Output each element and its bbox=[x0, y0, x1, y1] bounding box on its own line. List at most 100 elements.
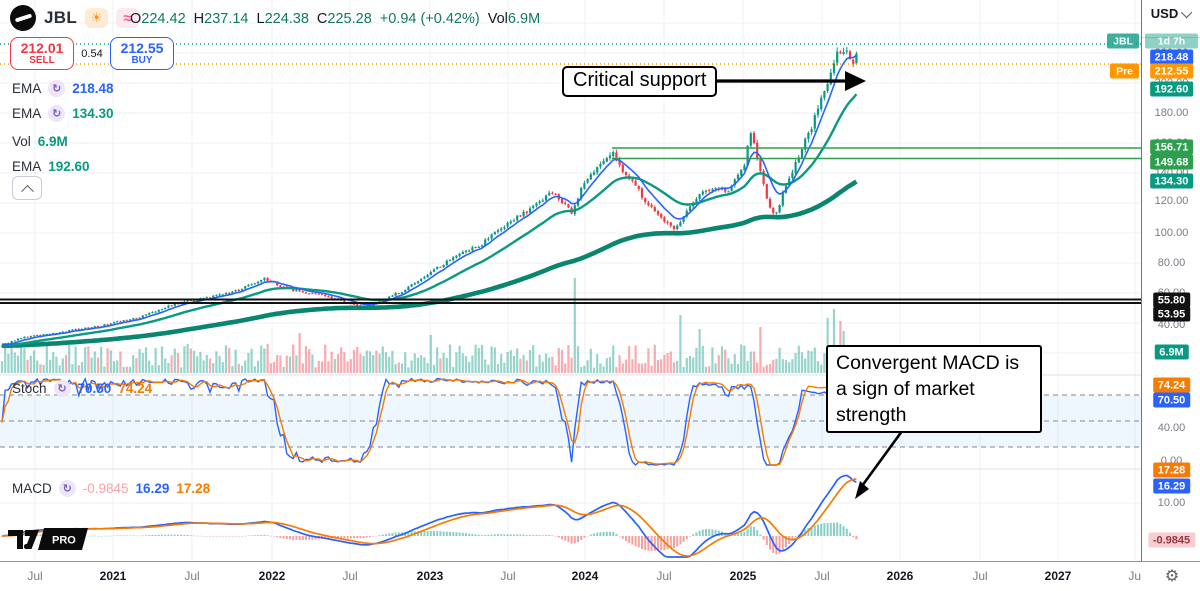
low-label: L bbox=[256, 11, 265, 27]
axis-label: 80.00 bbox=[1157, 257, 1186, 269]
indicator-value: 6.9M bbox=[37, 133, 68, 149]
buy-label: BUY bbox=[131, 54, 153, 66]
annotation-text-line1: Convergent MACD is bbox=[836, 352, 1020, 374]
chevron-up-icon bbox=[20, 184, 34, 198]
axis-price-badge: 17.28 bbox=[1152, 462, 1191, 478]
macd-hist-value: -0.9845 bbox=[82, 480, 129, 496]
volume-value: 6.9M bbox=[507, 11, 541, 27]
axis-separator bbox=[1142, 37, 1200, 38]
spread-value: 0.54 bbox=[81, 47, 103, 60]
axis-price-badge: 74.24 bbox=[1152, 377, 1191, 393]
annotation-text-line2: a sign of market bbox=[836, 378, 975, 400]
sell-label: SELL bbox=[29, 54, 55, 66]
high-value: 237.14 bbox=[204, 11, 249, 27]
axis-price-badge: 212.55 bbox=[1149, 63, 1194, 79]
indicator-label: EMA bbox=[12, 158, 42, 174]
time-axis[interactable]: Jul 2021 Jul 2022 Jul 2023 Jul 2024 Jul 2025 Jul 20… bbox=[0, 561, 1200, 591]
alert-sun-icon[interactable]: ☀ bbox=[85, 8, 109, 28]
currency-selector[interactable]: USD bbox=[1142, 6, 1200, 21]
axis-label: 100.00 bbox=[1154, 227, 1189, 239]
change-value: +0.94 (+0.42%) bbox=[379, 11, 480, 27]
annotation-critical-support[interactable]: Critical support bbox=[562, 66, 718, 97]
axis-price-badge: 192.60 bbox=[1149, 81, 1194, 97]
symbol-logo bbox=[10, 5, 36, 31]
time-tick: 2027 bbox=[1044, 569, 1072, 583]
bar-countdown-badge: 1d 7h bbox=[1145, 33, 1198, 49]
annotation-text: Critical support bbox=[573, 69, 707, 91]
axis-price-badge: 149.68 bbox=[1149, 154, 1194, 170]
high-label: H bbox=[193, 11, 205, 27]
price-axis[interactable]: USD 220.00200.00180.00160.00140.00120.00… bbox=[1141, 0, 1200, 591]
time-tick: Jul bbox=[1128, 569, 1141, 583]
time-tick: 2021 bbox=[99, 569, 127, 583]
macd-signal-value: 17.28 bbox=[176, 480, 211, 496]
annotation-macd-note[interactable]: Convergent MACD is a sign of market stre… bbox=[826, 345, 1042, 433]
ohlc-readout: O224.42 H237.14 L224.38 C225.28 +0.94 (+… bbox=[130, 11, 540, 27]
macd-line-value: 16.29 bbox=[135, 480, 170, 496]
axis-tag-badge-pre: Pre bbox=[1110, 63, 1139, 79]
indicator-label: MACD bbox=[12, 480, 52, 496]
indicator-row-ema2[interactable]: EMA ↻ 134.30 bbox=[12, 103, 114, 123]
open-value: 224.42 bbox=[141, 11, 186, 27]
tradingview-pro-logo[interactable]: PRO bbox=[8, 524, 92, 552]
close-value: 225.28 bbox=[327, 11, 372, 27]
stoch-k-value: 70.50 bbox=[77, 380, 112, 396]
axis-label: 120.00 bbox=[1154, 195, 1189, 207]
time-tick: Jul bbox=[342, 569, 358, 583]
stoch-layer bbox=[1, 377, 858, 466]
buy-price: 212.55 bbox=[120, 39, 164, 56]
indicator-row-ema3[interactable]: EMA 192.60 bbox=[12, 156, 90, 176]
indicator-row-macd[interactable]: MACD ↻ -0.9845 16.29 17.28 bbox=[12, 478, 210, 498]
refresh-icon: ↻ bbox=[48, 104, 66, 122]
sell-button[interactable]: 212.01 SELL bbox=[10, 37, 74, 70]
axis-price-badge: 6.9M bbox=[1154, 344, 1189, 360]
indicator-value: 134.30 bbox=[72, 105, 114, 121]
axis-price-badge: 70.50 bbox=[1152, 392, 1191, 408]
time-tick: Jul bbox=[500, 569, 516, 583]
time-tick: Jul bbox=[656, 569, 672, 583]
indicator-row-volume[interactable]: Vol 6.9M bbox=[12, 131, 68, 151]
axis-price-badge: 218.48 bbox=[1149, 49, 1194, 65]
indicator-row-ema1[interactable]: EMA ↻ 218.48 bbox=[12, 78, 114, 98]
annotation-arrows-layer bbox=[713, 71, 907, 499]
low-value: 224.38 bbox=[264, 11, 309, 27]
close-label: C bbox=[316, 11, 328, 27]
macd-layer bbox=[1, 474, 858, 558]
refresh-icon: ↻ bbox=[58, 479, 76, 497]
indicator-label: Vol bbox=[12, 133, 31, 149]
time-tick: Jul bbox=[814, 569, 830, 583]
gear-icon[interactable]: ⚙ bbox=[1164, 568, 1180, 585]
stoch-d-value: 74.24 bbox=[118, 380, 153, 396]
axis-label: 40.00 bbox=[1157, 319, 1186, 331]
time-tick: 2022 bbox=[258, 569, 286, 583]
time-tick: 2023 bbox=[416, 569, 444, 583]
axis-price-badge: 156.71 bbox=[1149, 139, 1194, 155]
axis-label: 180.00 bbox=[1154, 107, 1189, 119]
symbol-name: JBL bbox=[44, 8, 78, 27]
compare-wave-icon[interactable]: ≈ bbox=[116, 8, 140, 28]
annotation-text-line3: strength bbox=[836, 404, 907, 426]
time-tick: Jul bbox=[184, 569, 200, 583]
sell-price: 212.01 bbox=[20, 39, 64, 56]
currency-label: USD bbox=[1150, 6, 1179, 21]
axis-label: 10.00 bbox=[1157, 497, 1186, 509]
time-ticks: Jul 2021 Jul 2022 Jul 2023 Jul 2024 Jul 2025 Jul 20… bbox=[0, 562, 1141, 591]
axis-price-badge: 55.80 bbox=[1152, 292, 1191, 308]
trade-panel: 212.01 SELL 0.54 212.55 BUY bbox=[10, 37, 174, 70]
open-label: O bbox=[130, 11, 142, 27]
axis-tag-badge-jbl: JBL bbox=[1107, 33, 1139, 49]
indicator-value: 192.60 bbox=[48, 158, 90, 174]
axis-price-badge: 16.29 bbox=[1152, 478, 1191, 494]
time-tick: 2024 bbox=[571, 569, 599, 583]
symbol-header: JBL ☀ ≈ bbox=[10, 5, 140, 31]
buy-button[interactable]: 212.55 BUY bbox=[110, 37, 174, 70]
axis-price-badge: 53.95 bbox=[1152, 306, 1191, 322]
chevron-down-icon bbox=[1181, 6, 1193, 18]
pro-badge-text: PRO bbox=[52, 535, 76, 547]
indicator-row-stoch[interactable]: Stoch ↻ 70.50 74.24 bbox=[12, 378, 152, 398]
time-tick: 2026 bbox=[886, 569, 914, 583]
collapse-legend-button[interactable] bbox=[12, 176, 42, 200]
volume-label: Vol bbox=[487, 11, 508, 27]
indicator-label: Stoch bbox=[12, 380, 47, 396]
